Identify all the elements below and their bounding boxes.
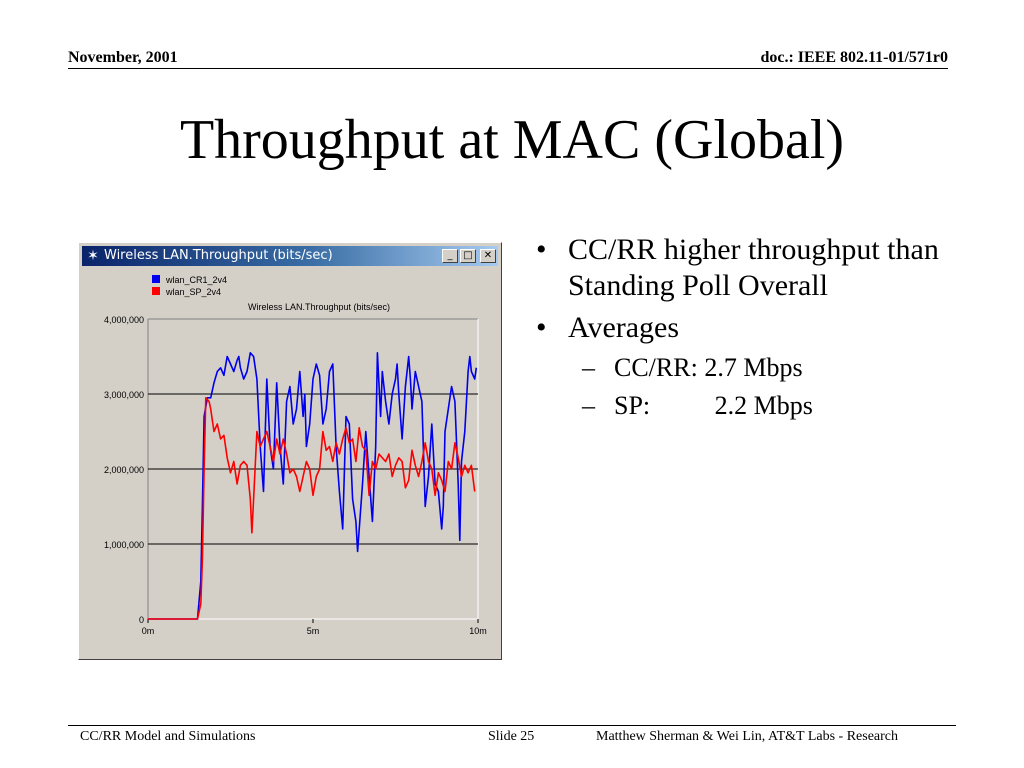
sub-bullet-value: 2.2 Mbps [714,391,813,420]
y-tick-label: 4,000,000 [104,315,144,325]
y-tick-label: 2,000,000 [104,465,144,475]
x-tick-label: 5m [307,626,320,636]
footer-rule [68,725,956,726]
bullet-item: • CC/RR higher throughput than Standing … [530,232,950,304]
sub-bullet-item: – SP: 2.2 Mbps [530,390,950,422]
header-rule [68,68,948,69]
footer-authors: Matthew Sherman & Wei Lin, AT&T Labs - R… [596,729,899,744]
y-tick-label: 0 [139,615,144,625]
throughput-chart: 0 1,000,000 2,000,000 3,000,000 4,000,000 0m 5… [104,275,487,636]
header-date: November, 2001 [68,49,178,66]
chart-title: Wireless LAN.Throughput (bits/sec) [248,302,390,312]
sub-bullet-item: – CC/RR: 2.7 Mbps [530,352,950,384]
window-titlebar[interactable]: ✶ Wireless LAN.Throughput (bits/sec) _ □… [82,246,498,266]
bullet-item: • Averages [530,310,950,346]
bullet-text: Averages [568,311,680,344]
legend-swatch [152,287,160,295]
footer-slide-number: Slide 25 [488,729,535,744]
window-title: Wireless LAN.Throughput (bits/sec) [104,248,333,263]
sub-bullet-dash: – [582,353,595,382]
close-button[interactable]: ✕ [480,249,496,263]
y-tick-label: 3,000,000 [104,390,144,400]
bullet-text: CC/RR higher throughput than Standing Po… [568,233,939,302]
legend-swatch [152,275,160,283]
bullet-list: • CC/RR higher throughput than Standing … [530,232,950,422]
star-icon: ✶ [87,248,99,264]
x-tick-label: 10m [469,626,487,636]
maximize-button[interactable]: □ [460,249,476,263]
legend-label: wlan_SP_2v4 [165,287,221,297]
header-doc-id: doc.: IEEE 802.11-01/571r0 [760,49,948,66]
bullet-dot: • [536,311,547,344]
bullet-dot: • [536,233,547,266]
minimize-button[interactable]: _ [442,249,458,263]
legend-label: wlan_CR1_2v4 [165,275,227,285]
series-line-wlan_CR1_2v4 [148,352,478,620]
sub-bullet-dash: – [582,391,595,420]
slide-title: Throughput at MAC (Global) [179,109,845,171]
sub-bullet-value: 2.7 Mbps [704,353,803,382]
y-tick-label: 1,000,000 [104,540,144,550]
sub-bullet-label: SP: [614,391,651,420]
x-tick-label: 0m [142,626,155,636]
chart-window: ✶ Wireless LAN.Throughput (bits/sec) _ □… [78,242,502,660]
footer-left: CC/RR Model and Simulations [80,729,256,744]
series-line-wlan_SP_2v4 [148,397,476,620]
sub-bullet-label: CC/RR: [614,353,698,382]
